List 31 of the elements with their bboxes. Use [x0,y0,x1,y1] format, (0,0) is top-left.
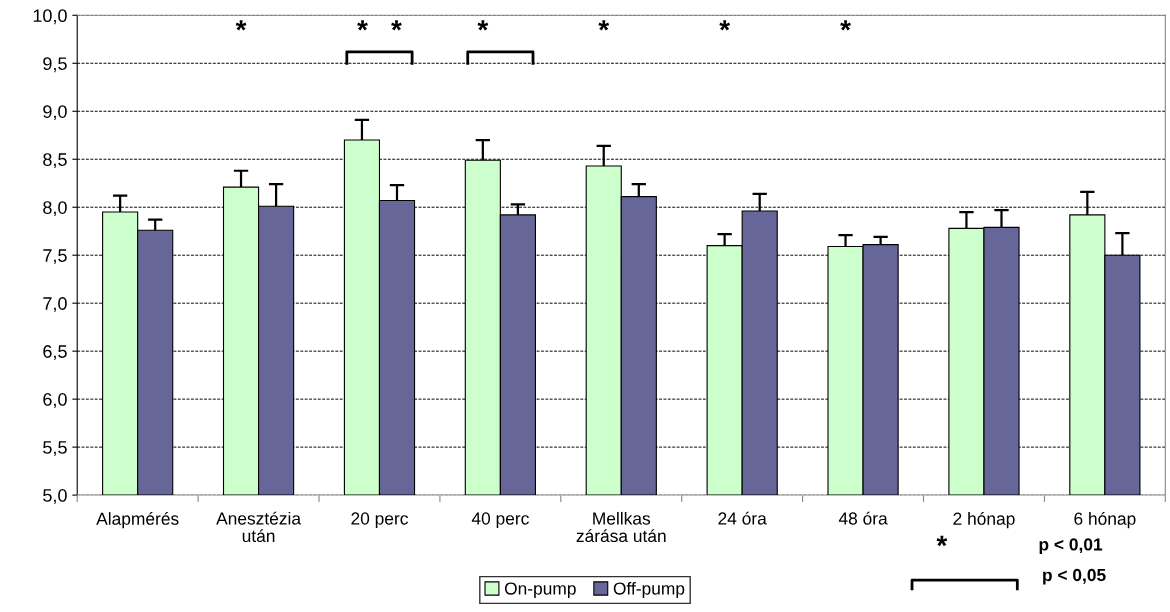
x-tick-label: 40 perc [471,512,529,529]
y-tick-label: 5,0 [43,489,67,504]
y-tick-label: 10,0 [33,9,67,25]
y-tick-label: 6,0 [43,393,67,408]
x-tick-label: Anesztézia után [216,511,302,543]
x-tick-label: Mellkas zárása után [576,511,666,543]
annotation: * [840,20,851,31]
y-tick-label: 9,5 [43,57,67,73]
text: * [936,535,948,547]
y-tick-label: 8,5 [43,153,67,169]
annotation: * [235,20,247,31]
x-tick-label: 2 hónap [953,511,1015,529]
x-tick-label: 24 óra [718,511,767,525]
annotation: * [598,20,610,31]
x-tick-label: Alapmérés [96,511,179,529]
x-tick-label: 48 óra [838,511,888,525]
y-tick-label: 6,5 [43,345,67,361]
annotation: * [719,20,731,31]
x-tick-label: 6 hónap [1074,511,1136,529]
text: p < 0,05 [1043,568,1106,585]
annotation: * * [357,20,402,31]
y-tick-label: 7,0 [43,297,67,313]
text: p < 0,01 [1039,538,1103,554]
x-tick-label: 20 perc [351,512,408,529]
legend-label: On-pump [504,582,576,599]
y-tick-label: 8,0 [43,201,67,217]
annotation: * [477,20,489,31]
y-tick-label: 5,5 [43,441,67,456]
y-tick-label: 7,5 [43,249,67,265]
y-tick-label: 9,0 [43,105,67,121]
legend-label: Off-pump [613,581,685,599]
